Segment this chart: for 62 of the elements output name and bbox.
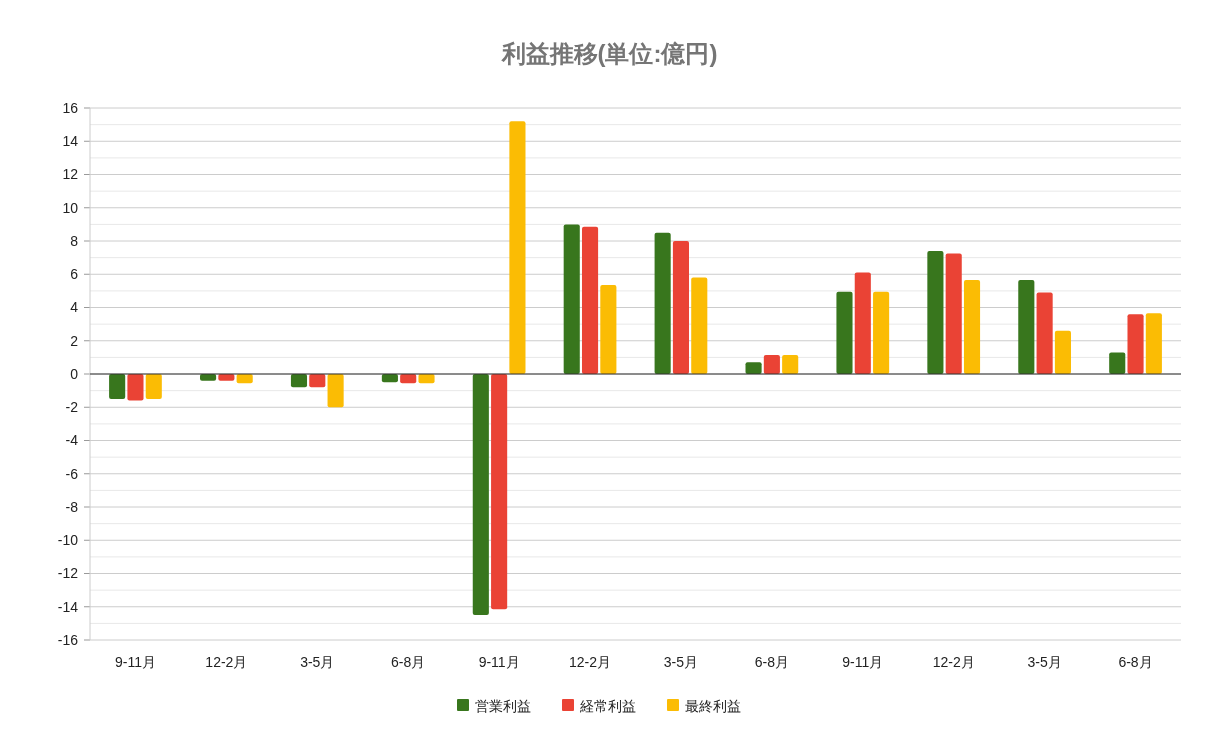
y-tick-label: -12	[57, 565, 79, 582]
chart-title: 利益推移(単位:億円)	[500, 40, 718, 67]
legend-label: 経常利益	[579, 697, 636, 714]
x-tick-label: 12-2月	[205, 654, 248, 670]
y-tick-label: -10	[57, 532, 79, 549]
bar	[854, 272, 871, 374]
x-tick-label: 3-5月	[1027, 654, 1062, 670]
bar	[691, 277, 708, 374]
x-tick-label: 12-2月	[569, 654, 612, 670]
bar	[873, 291, 890, 374]
x-tick-label: 3-5月	[663, 654, 699, 670]
bar	[836, 291, 853, 374]
bar	[654, 232, 671, 374]
y-tick-label: -14	[57, 598, 79, 615]
y-tick-label: -2	[65, 399, 79, 416]
bar	[745, 362, 762, 374]
y-tick-label: -4	[65, 432, 79, 449]
bar	[1145, 313, 1162, 374]
bar	[782, 354, 799, 374]
bar	[472, 374, 489, 616]
x-tick-label: 9-11月	[478, 654, 520, 670]
bar	[563, 224, 580, 374]
x-tick-label: 9-11月	[842, 654, 884, 670]
bar	[509, 121, 526, 374]
bar	[491, 374, 508, 610]
legend-label: 最終利益	[685, 697, 741, 714]
legend-label: 営業利益	[475, 697, 531, 714]
bar	[600, 285, 617, 374]
bar	[290, 374, 308, 388]
y-tick-label: 4	[70, 299, 79, 316]
y-tick-label: 2	[70, 332, 79, 349]
bar	[945, 253, 962, 374]
x-tick-label: 3-5月	[300, 654, 335, 670]
bar	[581, 226, 599, 374]
x-tick-label: 6-8月	[754, 654, 789, 670]
x-tick-label: 12-2月	[932, 654, 975, 670]
x-tick-label: 9-11月	[114, 654, 156, 670]
bar	[1127, 314, 1144, 374]
bar	[127, 374, 144, 401]
bar	[1109, 352, 1126, 374]
x-tick-label: 6-8月	[391, 654, 426, 670]
bar	[672, 241, 690, 374]
bar	[1018, 280, 1035, 374]
y-tick-label: 14	[62, 133, 79, 150]
y-tick-label: 8	[70, 232, 79, 249]
y-tick-label: 12	[62, 166, 79, 183]
y-tick-label: 10	[62, 199, 79, 216]
bar	[963, 280, 981, 374]
y-tick-label: 6	[70, 266, 79, 283]
bar	[1054, 330, 1071, 374]
y-tick-label: -16	[57, 631, 79, 648]
bar	[327, 374, 344, 408]
y-tick-label: 0	[70, 365, 79, 382]
bar	[763, 354, 780, 374]
y-tick-label: -6	[65, 465, 79, 482]
bar	[927, 250, 944, 374]
bar	[145, 374, 162, 399]
y-tick-label: 16	[62, 99, 79, 116]
bar	[109, 374, 126, 399]
bar	[1036, 292, 1053, 374]
y-tick-label: -8	[65, 498, 79, 515]
x-tick-label: 6-8月	[1118, 654, 1153, 670]
